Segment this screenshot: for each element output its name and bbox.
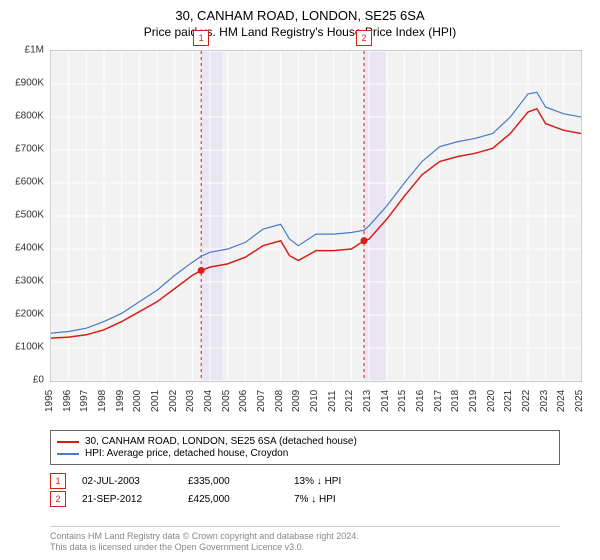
y-tick-label: £400K (15, 243, 44, 254)
x-tick-label: 2005 (221, 382, 232, 412)
event-number-box: 1 (50, 473, 66, 489)
x-tick-label: 2013 (362, 382, 373, 412)
event-row: 1 02-JUL-2003 £335,000 13% ↓ HPI (50, 473, 560, 489)
footer-line-1: Contains HM Land Registry data © Crown c… (50, 531, 560, 543)
x-tick-label: 2023 (539, 382, 550, 412)
event-date: 02-JUL-2003 (82, 476, 172, 487)
x-tick-label: 2017 (433, 382, 444, 412)
x-tick-label: 2002 (168, 382, 179, 412)
legend-swatch (57, 453, 79, 455)
x-tick-label: 1998 (97, 382, 108, 412)
x-tick-label: 1996 (62, 382, 73, 412)
y-tick-label: £700K (15, 144, 44, 155)
legend-row: 30, CANHAM ROAD, LONDON, SE25 6SA (detac… (57, 436, 553, 447)
x-tick-label: 2011 (327, 382, 338, 412)
event-price: £335,000 (188, 476, 278, 487)
y-tick-label: £200K (15, 309, 44, 320)
plot-area: 12 (50, 50, 580, 380)
x-tick-label: 2001 (150, 382, 161, 412)
chart-container: { "header": { "title": "30, CANHAM ROAD,… (0, 0, 600, 560)
x-tick-label: 2006 (238, 382, 249, 412)
y-tick-label: £1M (25, 45, 44, 56)
x-tick-label: 1995 (44, 382, 55, 412)
x-tick-label: 2000 (132, 382, 143, 412)
x-tick-label: 1997 (79, 382, 90, 412)
x-tick-label: 2021 (503, 382, 514, 412)
y-tick-label: £100K (15, 342, 44, 353)
x-tick-label: 2024 (556, 382, 567, 412)
x-axis: 1995199619971998199920002001200220032004… (50, 384, 580, 424)
event-number-box: 2 (50, 491, 66, 507)
event-marker-tag: 2 (356, 30, 372, 46)
footer-attribution: Contains HM Land Registry data © Crown c… (50, 526, 560, 554)
x-tick-label: 2009 (291, 382, 302, 412)
x-tick-label: 2016 (415, 382, 426, 412)
event-row: 2 21-SEP-2012 £425,000 7% ↓ HPI (50, 491, 560, 507)
legend-swatch (57, 441, 79, 443)
chart-title: 30, CANHAM ROAD, LONDON, SE25 6SA (0, 0, 600, 23)
x-tick-label: 2003 (185, 382, 196, 412)
event-table: 1 02-JUL-2003 £335,000 13% ↓ HPI 2 21-SEP-201… (50, 473, 560, 507)
x-tick-label: 2018 (450, 382, 461, 412)
event-delta: 13% ↓ HPI (294, 476, 384, 487)
x-tick-label: 1999 (115, 382, 126, 412)
x-tick-label: 2020 (486, 382, 497, 412)
x-tick-label: 2008 (274, 382, 285, 412)
legend-and-events: 30, CANHAM ROAD, LONDON, SE25 6SA (detac… (50, 430, 560, 509)
x-tick-label: 2004 (203, 382, 214, 412)
y-tick-label: £800K (15, 111, 44, 122)
x-tick-label: 2022 (521, 382, 532, 412)
legend-row: HPI: Average price, detached house, Croy… (57, 448, 553, 459)
event-marker-tag: 1 (193, 30, 209, 46)
legend: 30, CANHAM ROAD, LONDON, SE25 6SA (detac… (50, 430, 560, 465)
chart-subtitle: Price paid vs. HM Land Registry's House … (0, 23, 600, 39)
event-date: 21-SEP-2012 (82, 494, 172, 505)
x-tick-label: 2019 (468, 382, 479, 412)
footer-line-2: This data is licensed under the Open Gov… (50, 542, 560, 554)
event-price: £425,000 (188, 494, 278, 505)
y-tick-label: £900K (15, 78, 44, 89)
x-tick-label: 2010 (309, 382, 320, 412)
x-tick-label: 2012 (344, 382, 355, 412)
y-tick-label: £300K (15, 276, 44, 287)
event-delta: 7% ↓ HPI (294, 494, 384, 505)
legend-label: 30, CANHAM ROAD, LONDON, SE25 6SA (detac… (85, 436, 357, 447)
legend-label: HPI: Average price, detached house, Croy… (85, 448, 288, 459)
x-tick-label: 2007 (256, 382, 267, 412)
chart-svg (50, 50, 582, 382)
x-tick-label: 2025 (574, 382, 585, 412)
y-tick-label: £0 (33, 375, 44, 386)
y-tick-label: £500K (15, 210, 44, 221)
x-tick-label: 2015 (397, 382, 408, 412)
y-axis: £0£100K£200K£300K£400K£500K£600K£700K£80… (0, 50, 46, 380)
x-tick-label: 2014 (380, 382, 391, 412)
y-tick-label: £600K (15, 177, 44, 188)
